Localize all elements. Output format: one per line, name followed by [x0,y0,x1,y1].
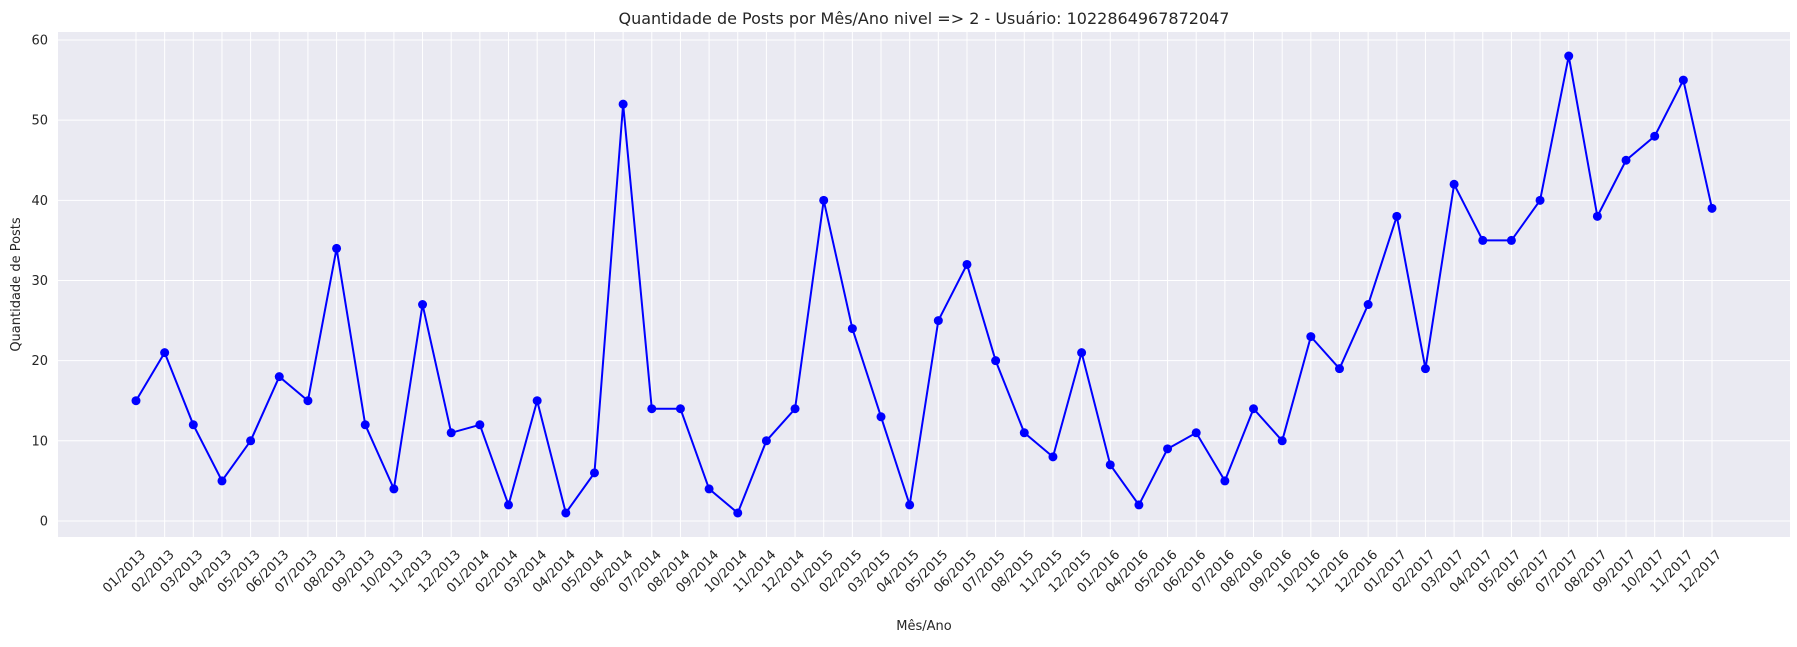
data-point [761,436,771,446]
y-axis-label: Quantidade de Posts [9,217,24,352]
data-point [1306,332,1316,342]
data-point [561,508,571,518]
data-point [1048,452,1058,462]
data-point [1564,51,1574,61]
x-axis-ticks: 01/201302/201303/201304/201305/201306/20… [100,547,1725,596]
data-point [1249,404,1259,414]
data-point [1392,211,1402,221]
data-point [589,468,599,478]
y-tick-label: 50 [31,114,48,129]
data-point [246,436,256,446]
y-tick-label: 20 [31,354,48,369]
y-tick-label: 30 [31,274,48,289]
data-point [274,372,284,382]
data-point [962,259,972,269]
data-point [131,396,141,406]
data-point [532,396,542,406]
data-point [475,420,485,430]
data-point [1678,75,1688,85]
data-point [675,404,685,414]
data-point [446,428,456,438]
y-tick-label: 40 [31,194,48,209]
data-point [1506,235,1516,245]
data-point [704,484,714,494]
data-point [303,396,313,406]
y-axis-ticks: 0 10 20 30 40 50 60 [31,34,48,530]
y-tick-label: 60 [31,34,48,49]
data-point [504,500,514,510]
chart-title: Quantidade de Posts por Mês/Ano nivel =>… [619,9,1230,28]
data-point [1650,131,1660,141]
data-point [1621,155,1631,165]
data-point [332,243,342,253]
data-point [1077,348,1087,358]
data-point [389,484,399,494]
data-point [217,476,227,486]
data-point [876,412,886,422]
data-point [819,195,829,205]
data-point [1277,436,1287,446]
data-point [933,316,943,326]
data-point [1478,235,1488,245]
data-point [1163,444,1173,454]
x-axis-label: Mês/Ano [896,619,951,634]
data-point [1220,476,1230,486]
data-point [905,500,915,510]
data-point [1105,460,1115,470]
data-point [847,324,857,334]
data-markers [131,51,1717,518]
plot-background [58,32,1790,537]
data-point [1363,300,1373,310]
y-tick-label: 0 [40,514,48,529]
data-point [991,356,1001,366]
data-point [790,404,800,414]
data-point [1592,211,1602,221]
data-point [1535,195,1545,205]
grid [58,32,1790,537]
data-point [1707,203,1717,213]
data-point [188,420,198,430]
data-point [418,300,428,310]
data-point [1449,179,1459,189]
data-point [1191,428,1201,438]
data-point [647,404,657,414]
data-point [160,348,170,358]
data-point [1334,364,1344,374]
data-point [1134,500,1144,510]
data-point [360,420,370,430]
data-point [1019,428,1029,438]
y-tick-label: 10 [31,434,48,449]
data-point [1420,364,1430,374]
series-line [135,55,1713,516]
data-point [618,99,628,109]
data-point [733,508,743,518]
